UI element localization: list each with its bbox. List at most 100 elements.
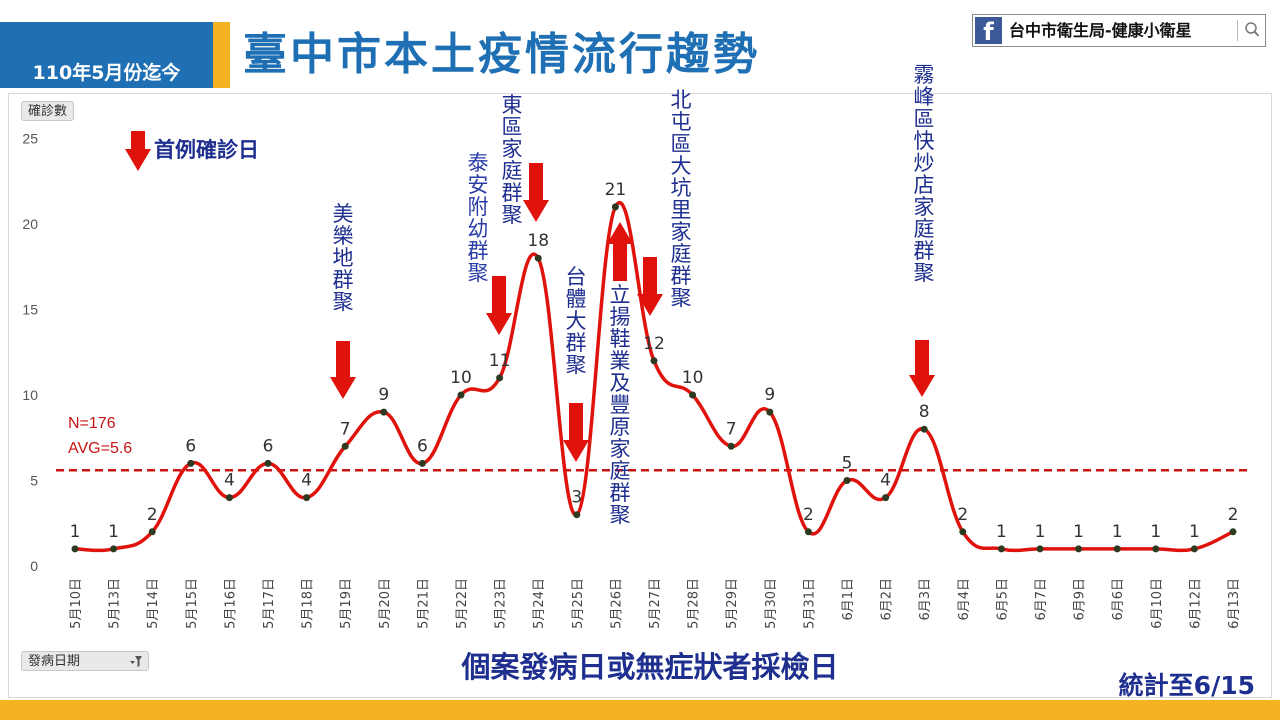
x-tick-label: 6月4日	[957, 578, 972, 621]
data-point	[997, 545, 1005, 553]
x-tick-label: 5月21日	[416, 578, 431, 629]
data-label: 1	[70, 522, 81, 542]
x-tick-label: 5月19日	[339, 578, 354, 629]
data-label: 8	[919, 402, 930, 422]
x-tick-label: 5月18日	[301, 578, 316, 629]
page-title: 臺中市本土疫情流行趨勢	[243, 29, 760, 80]
plot-frame	[8, 93, 1272, 698]
x-tick-label: 5月20日	[378, 578, 393, 629]
x-tick-label: 5月29日	[725, 578, 740, 629]
data-point	[110, 545, 118, 553]
average-n-label: N=176	[68, 415, 116, 432]
header-accent-bar	[213, 22, 230, 88]
data-point	[727, 442, 735, 450]
y-tick-label: 10	[22, 387, 38, 403]
x-tick-label: 6月7日	[1034, 578, 1049, 621]
y-axis-title: 確診數	[28, 104, 68, 119]
average-value-label: AVG=5.6	[68, 440, 132, 457]
data-point	[843, 477, 851, 484]
x-tick-label: 5月15日	[185, 578, 200, 629]
data-label: 7	[726, 419, 737, 439]
data-point	[920, 425, 928, 433]
y-axis-field-button[interactable]: 確診數	[21, 101, 75, 121]
data-label: 1	[108, 522, 119, 542]
y-tick-label: 20	[22, 216, 38, 232]
data-label: 2	[957, 505, 968, 525]
x-axis-title: 個案發病日或無症狀者採檢日	[460, 650, 838, 684]
data-label: 1	[996, 522, 1007, 542]
data-label: 9	[378, 385, 389, 405]
data-label: 1	[1035, 522, 1046, 542]
x-tick-label: 5月31日	[802, 578, 817, 629]
data-point	[804, 528, 812, 536]
data-label: 6	[185, 436, 196, 456]
annotation-arrow-icon	[909, 340, 935, 397]
data-point	[341, 442, 349, 450]
annotation-arrow-icon	[523, 163, 549, 222]
data-point	[611, 203, 619, 211]
x-axis-field-button[interactable]: 發病日期	[21, 651, 149, 671]
data-label: 11	[489, 351, 511, 371]
data-label: 1	[1189, 522, 1200, 542]
annotation-label: 美樂地群聚	[333, 202, 354, 314]
header-badge: 110年5月份迄今	[32, 62, 181, 84]
facebook-divider	[1237, 20, 1238, 41]
data-point	[380, 408, 388, 416]
x-tick-label: 6月6日	[1111, 578, 1126, 621]
data-point	[1190, 545, 1198, 553]
data-label: 4	[224, 471, 235, 491]
data-point	[1113, 545, 1121, 553]
x-tick-label: 6月5日	[995, 578, 1010, 621]
legend-label: 首例確診日	[154, 138, 259, 162]
x-axis-filter-label: 發病日期	[28, 654, 81, 669]
x-tick-label: 5月22日	[455, 578, 470, 629]
x-tick-label: 6月13日	[1227, 578, 1242, 629]
x-tick-label: 5月27日	[648, 578, 663, 629]
data-point	[1229, 528, 1237, 536]
data-label: 5	[842, 454, 853, 474]
x-tick-label: 5月10日	[69, 578, 84, 629]
data-point	[689, 391, 697, 399]
x-tick-label: 5月28日	[687, 578, 702, 629]
data-label: 18	[527, 231, 549, 251]
x-tick-label: 5月30日	[764, 578, 779, 629]
data-point	[882, 494, 890, 502]
annotation-label: 立揚鞋業及豐原家庭群聚	[610, 283, 631, 527]
annotation-label: 台體大群聚	[566, 265, 587, 377]
footnote: 統計至6/15	[1119, 671, 1255, 700]
x-tick-label: 5月13日	[108, 578, 123, 629]
x-tick-label: 5月25日	[571, 578, 586, 629]
x-tick-label: 5月17日	[262, 578, 277, 629]
data-label: 12	[643, 334, 665, 354]
data-point	[650, 357, 658, 365]
x-tick-label: 6月1日	[841, 578, 856, 621]
y-tick-label: 5	[30, 473, 38, 489]
search-icon[interactable]	[1243, 18, 1261, 42]
x-tick-label: 5月26日	[609, 578, 624, 629]
data-point	[1152, 545, 1160, 553]
data-label: 1	[1073, 522, 1084, 542]
data-point	[187, 459, 195, 467]
data-label: 4	[880, 471, 891, 491]
data-point	[1075, 545, 1083, 553]
data-label: 6	[263, 436, 274, 456]
y-tick-label: 15	[22, 302, 38, 318]
data-label: 9	[764, 385, 775, 405]
filter-icon[interactable]	[124, 655, 142, 668]
annotation-label: 東區家庭群聚	[502, 93, 523, 227]
data-point	[225, 494, 233, 502]
data-label: 10	[450, 368, 472, 388]
data-point	[766, 408, 774, 416]
data-label: 2	[147, 505, 158, 525]
facebook-search-box[interactable]: f 台中市衛生局-健康小衛星	[972, 14, 1266, 47]
x-tick-label: 6月12日	[1188, 578, 1203, 629]
legend-arrow-icon	[125, 131, 151, 171]
data-label: 7	[340, 419, 351, 439]
annotation-label: 泰安附幼群聚	[468, 151, 489, 285]
data-point	[496, 374, 504, 382]
data-point	[534, 254, 542, 262]
x-tick-label: 6月9日	[1073, 578, 1088, 621]
annotation-label: 北屯區大坑里家庭群聚	[671, 88, 692, 310]
annotation-arrow-icon	[330, 341, 356, 399]
